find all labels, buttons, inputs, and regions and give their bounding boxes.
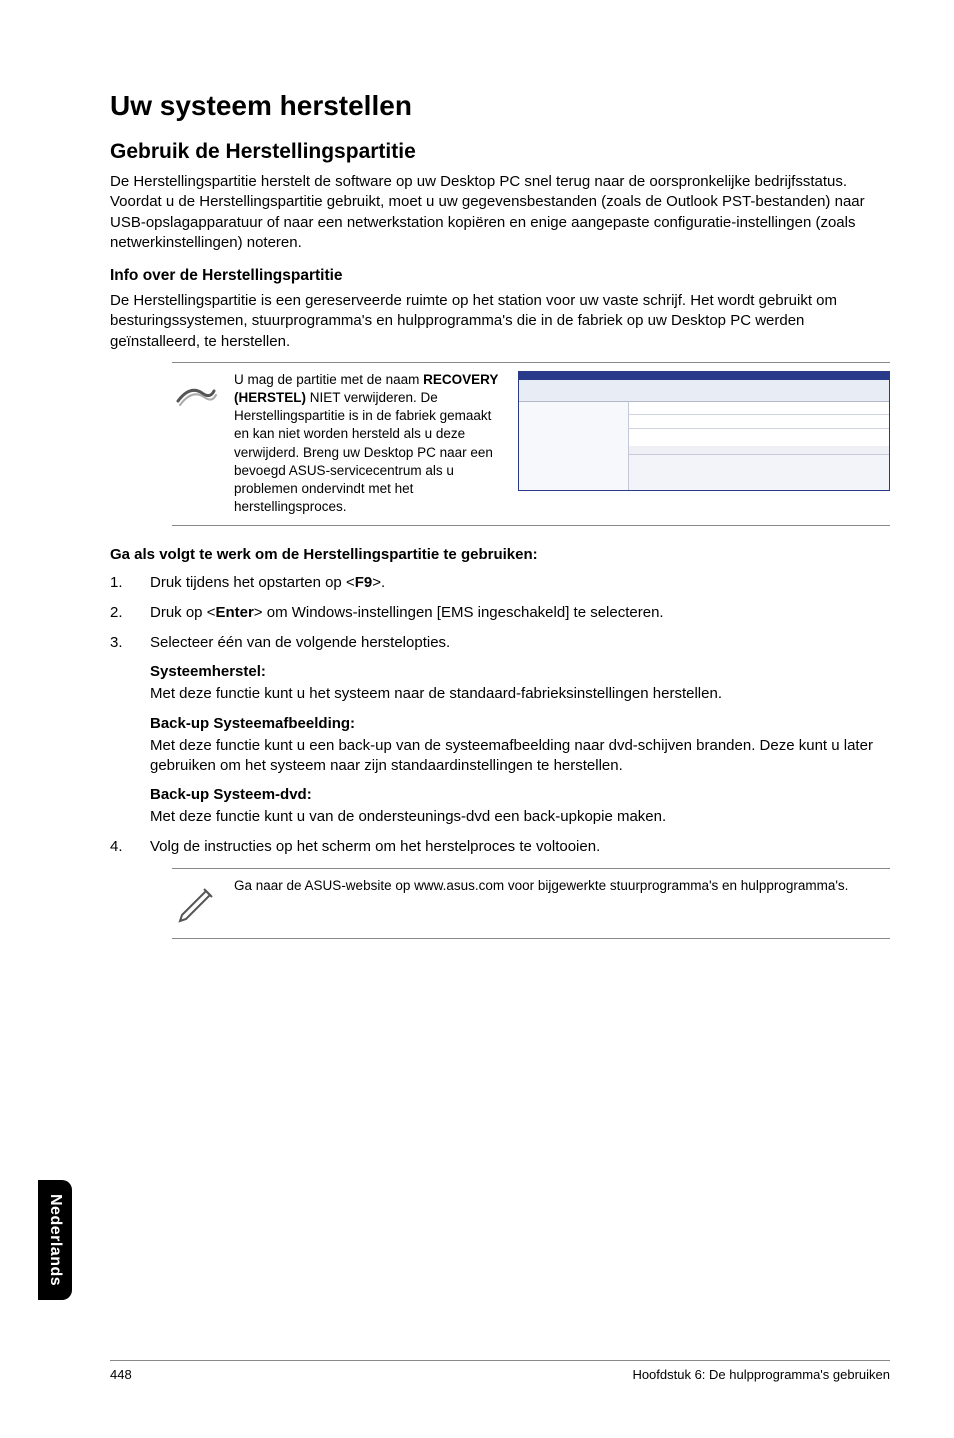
sub-heading: Back-up Systeemafbeelding: [150, 715, 890, 732]
sub-option-backup-dvd: Back-up Systeem-dvd: Met deze functie ku… [150, 786, 890, 827]
section-heading-usage: Gebruik de Herstellingspartitie [110, 140, 890, 164]
list-body: Selecteer één van de volgende herstelopt… [150, 633, 890, 653]
list-item: 3. Selecteer één van de volgende herstel… [110, 633, 890, 653]
note-post: NIET verwijderen. De Herstellingspartiti… [234, 390, 493, 514]
steps-heading: Ga als volgt te werk om de Herstellingsp… [110, 546, 890, 563]
list-body: Druk op <Enter> om Windows-instellingen … [150, 603, 890, 623]
sub-text: Met deze functie kunt u het systeem naar… [150, 684, 890, 704]
sub-option-backup-image: Back-up Systeemafbeelding: Met deze func… [150, 715, 890, 777]
list-item: 2. Druk op <Enter> om Windows-instelling… [110, 603, 890, 623]
list-number: 2. [110, 603, 150, 623]
ordered-list-cont: 4. Volg de instructies op het scherm om … [110, 837, 890, 857]
paragraph-intro: De Herstellingspartitie herstelt de soft… [110, 172, 890, 253]
step-text-post: > om Windows-instellingen [EMS ingeschak… [254, 604, 664, 621]
sub-heading: Systeemherstel: [150, 663, 890, 680]
step-text-pre: Druk tijdens het opstarten op < [150, 574, 355, 591]
list-item: 4. Volg de instructies op het scherm om … [110, 837, 890, 857]
chapter-label: Hoofdstuk 6: De hulpprogramma's gebruike… [632, 1367, 890, 1382]
note-recovery-partition: U mag de partitie met de naam RECOVERY (… [172, 362, 890, 526]
note-text: U mag de partitie met de naam RECOVERY (… [234, 371, 504, 517]
list-body: Volg de instructies op het scherm om het… [150, 837, 890, 857]
language-tab: Nederlands [38, 1180, 72, 1300]
page-number: 448 [110, 1367, 132, 1382]
list-number: 1. [110, 573, 150, 593]
paragraph-info: De Herstellingspartitie is een gereserve… [110, 291, 890, 352]
note-icon [172, 371, 220, 424]
language-label: Nederlands [46, 1194, 64, 1286]
step-text-pre: Druk op < [150, 604, 215, 621]
sub-text: Met deze functie kunt u een back-up van … [150, 736, 890, 777]
key-enter: Enter [215, 604, 253, 621]
sub-heading: Back-up Systeem-dvd: [150, 786, 890, 803]
page-title: Uw systeem herstellen [110, 90, 890, 122]
page-footer: 448 Hoofdstuk 6: De hulpprogramma's gebr… [110, 1360, 890, 1382]
list-number: 4. [110, 837, 150, 857]
note-pre: U mag de partitie met de naam [234, 372, 423, 387]
list-body: Druk tijdens het opstarten op <F9>. [150, 573, 890, 593]
section-heading-info: Info over de Herstellingspartitie [110, 267, 890, 285]
list-item: 1. Druk tijdens het opstarten op <F9>. [110, 573, 890, 593]
sub-option-system-restore: Systeemherstel: Met deze functie kunt u … [150, 663, 890, 704]
key-f9: F9 [355, 574, 373, 591]
step-text-post: >. [372, 574, 385, 591]
list-number: 3. [110, 633, 150, 653]
note-asus-website: Ga naar de ASUS-website op www.asus.com … [172, 868, 890, 939]
ordered-list: 1. Druk tijdens het opstarten op <F9>. 2… [110, 573, 890, 654]
screenshot-disk-management [518, 371, 890, 491]
sub-text: Met deze functie kunt u van de ondersteu… [150, 807, 890, 827]
pencil-icon [172, 877, 220, 930]
note-text: Ga naar de ASUS-website op www.asus.com … [234, 877, 890, 895]
